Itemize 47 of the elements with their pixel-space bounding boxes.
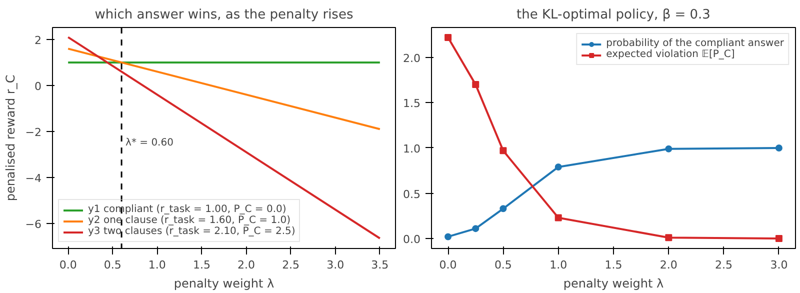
x-axis-title: penalty weight λ — [563, 276, 664, 290]
legend-label: expected violation 𝔼[P_C] — [606, 49, 735, 60]
legend-label: y3 two clauses (r_task = 2.10, P_C = 2.5) — [88, 226, 296, 237]
point — [665, 234, 672, 242]
point — [554, 163, 562, 170]
point — [500, 147, 507, 154]
x-tick-label: 2.0 — [238, 258, 256, 272]
y-tick-label: 2.0 — [403, 52, 421, 65]
y-tick-label: 0 — [34, 80, 42, 93]
point — [775, 144, 782, 152]
point — [554, 214, 562, 222]
chart-title: which answer wins, as the penalty rises — [94, 8, 354, 22]
x-tick-label: 0.0 — [59, 258, 77, 272]
x-tick-label: 3.0 — [326, 258, 344, 272]
legend-label: y2 one clause (r_task = 1.60, P_C = 1.0) — [88, 215, 291, 226]
ref-line-label: λ* = 0.60 — [126, 138, 174, 148]
x-tick-label: 2.0 — [660, 258, 678, 272]
y-tick-label: 0.5 — [403, 188, 421, 201]
x-tick-label: 1.0 — [550, 258, 568, 272]
y-tick-label: −6 — [25, 218, 42, 231]
point — [775, 235, 782, 242]
point — [472, 225, 480, 232]
x-tick-label: 1.5 — [192, 258, 210, 272]
y-tick-label: 1.0 — [403, 142, 421, 156]
x-tick-label: 0.5 — [104, 258, 122, 272]
x-tick-label: 1.5 — [604, 258, 622, 272]
x-tick-label: 3.0 — [770, 258, 788, 272]
y-tick-label: 2 — [34, 34, 42, 47]
y-tick-label: −4 — [25, 172, 42, 185]
point — [444, 34, 452, 41]
x-tick-label: 0.0 — [439, 258, 457, 272]
x-tick-label: 2.5 — [715, 258, 733, 272]
point — [444, 233, 452, 240]
point — [665, 145, 672, 152]
x-tick-label: 2.5 — [282, 258, 300, 272]
x-tick-label: 0.5 — [494, 258, 512, 272]
legend-label: probability of the compliant answer — [606, 38, 784, 49]
point — [472, 81, 480, 88]
x-axis-title: penalty weight λ — [174, 276, 274, 290]
y-axis-title: penalised reward r_C — [3, 74, 18, 202]
chart-title: the KL-optimal policy, β = 0.3 — [516, 8, 710, 22]
point — [500, 205, 507, 212]
y-tick-label: 0.0 — [403, 233, 421, 246]
y-tick-label: 1.5 — [403, 97, 421, 110]
y-tick-label: −2 — [25, 126, 42, 139]
x-tick-label: 1.0 — [148, 258, 166, 272]
x-tick-label: 3.5 — [371, 258, 389, 272]
